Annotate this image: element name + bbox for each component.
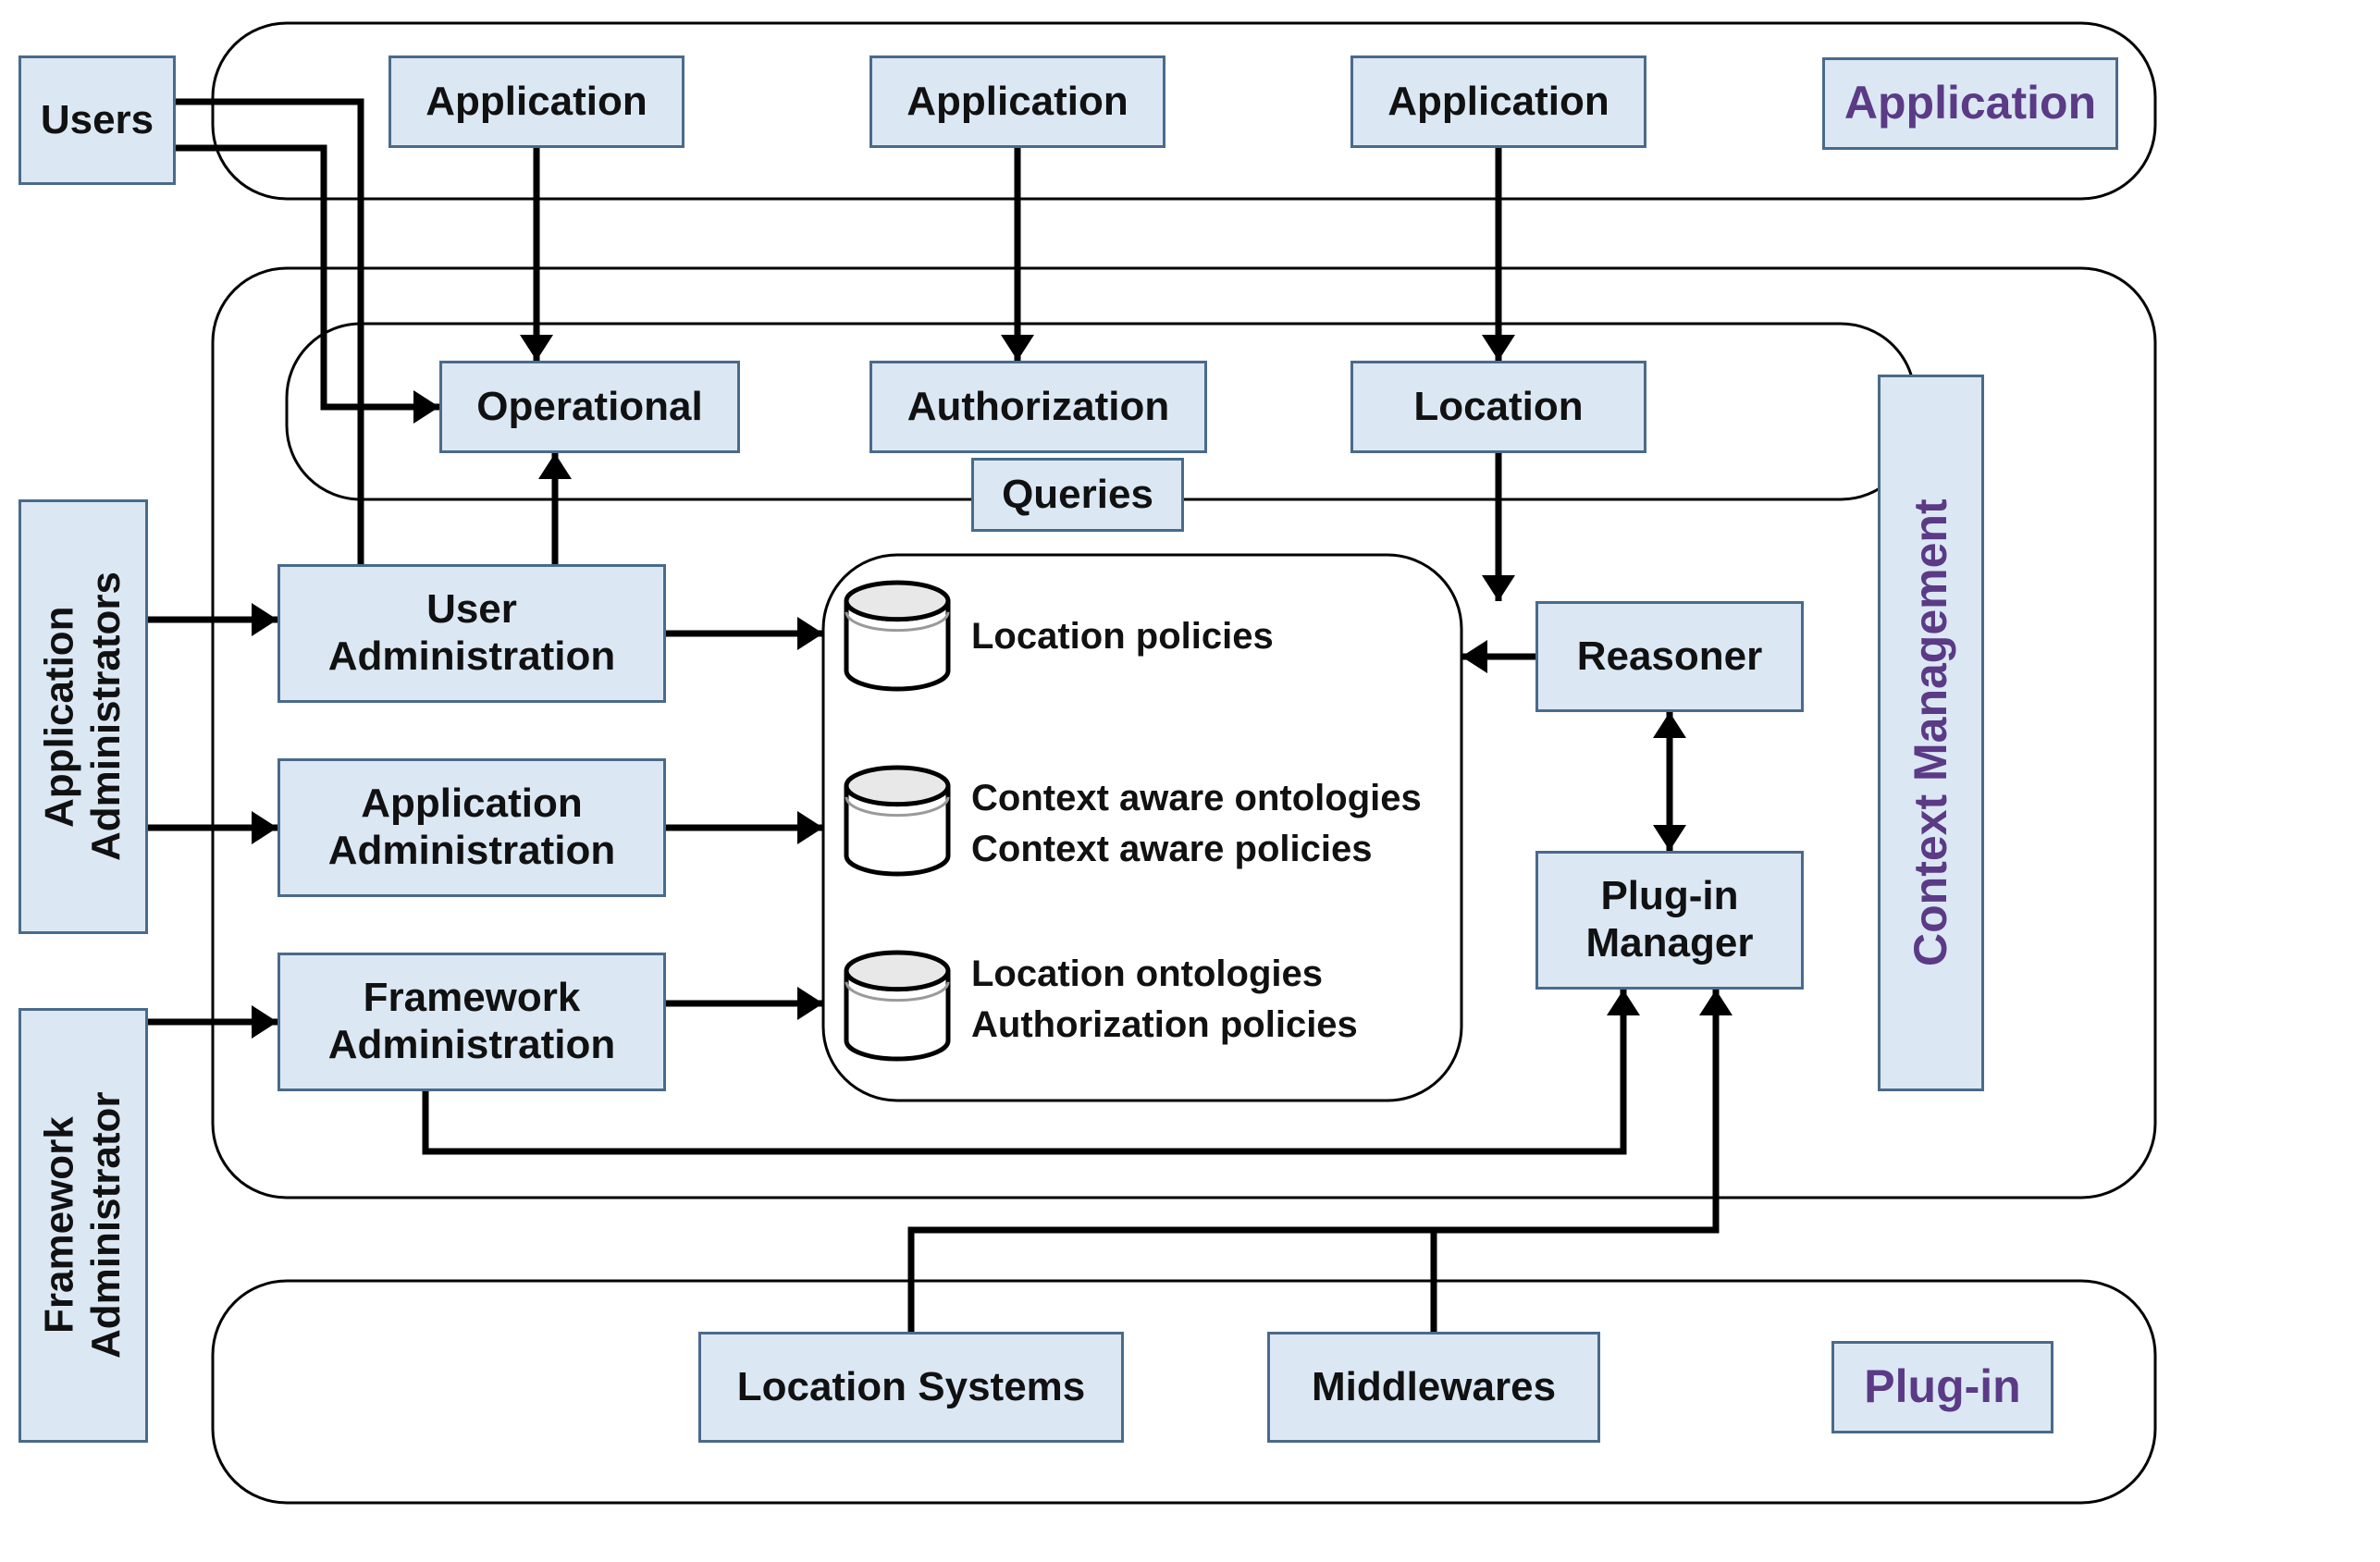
kb-label-kbl5: Authorization policies (971, 1003, 1358, 1046)
node-app_admin: Application Administration (277, 758, 666, 897)
kb-label-kbl1: Location policies (971, 615, 1274, 658)
node-app1: Application (388, 55, 684, 148)
node-authorization: Authorization (869, 361, 1207, 453)
node-label-operational: Operational (476, 384, 703, 431)
kb-label-kbl2: Context aware ontologies (971, 777, 1422, 819)
node-app2: Application (869, 55, 1165, 148)
node-label-reasoner: Reasoner (1577, 633, 1763, 681)
node-queries_lbl: Queries (971, 458, 1184, 532)
node-operational: Operational (439, 361, 740, 453)
node-loc_systems: Location Systems (698, 1332, 1124, 1443)
node-label-app3: Application (1387, 79, 1609, 126)
node-ctx_mgmt_v: Context Management (1878, 375, 1984, 1091)
node-plugin_mgr: Plug-in Manager (1535, 851, 1804, 990)
arrow-a_users_op (176, 148, 439, 407)
node-app3: Application (1350, 55, 1646, 148)
node-label-app1: Application (425, 79, 647, 126)
kb-label-kbl4: Location ontologies (971, 953, 1323, 995)
db-db3 (846, 953, 948, 1059)
node-layer_plugin_lbl: Plug-in (1831, 1341, 2053, 1433)
node-layer_app_lbl: Application (1822, 57, 2118, 150)
node-label-plugin_mgr: Plug-in Manager (1586, 873, 1754, 966)
node-users: Users (18, 55, 176, 185)
node-fw_admin: Framework Administration (277, 953, 666, 1091)
node-label-app_admin: Application Administration (328, 781, 615, 874)
architecture-diagram: Users Application Application Application Ap… (0, 0, 2380, 1562)
node-label-app_admins_v: Application Administrators (36, 515, 129, 918)
arrow-a_users_ua (176, 102, 361, 633)
kb-label-kbl3: Context aware policies (971, 828, 1372, 870)
node-label-fw_admin_v: Framework Administrator (36, 1024, 129, 1427)
node-label-middlewares: Middlewares (1312, 1364, 1556, 1411)
node-middlewares: Middlewares (1267, 1332, 1600, 1443)
node-label-users: Users (41, 97, 154, 144)
node-fw_admin_v: Framework Administrator (18, 1008, 148, 1443)
node-label-ctx_mgmt_v: Context Management (1905, 499, 1958, 967)
node-label-loc_systems: Location Systems (737, 1364, 1086, 1411)
node-location: Location (1350, 361, 1646, 453)
node-reasoner: Reasoner (1535, 601, 1804, 712)
db-db2 (846, 768, 948, 874)
node-label-location: Location (1413, 384, 1583, 431)
node-label-layer_plugin_lbl: Plug-in (1864, 1360, 2020, 1414)
node-label-layer_app_lbl: Application (1844, 77, 2096, 130)
node-user_admin: User Administration (277, 564, 666, 703)
db-db1 (846, 583, 948, 689)
node-label-queries_lbl: Queries (1002, 472, 1153, 519)
node-label-app2: Application (906, 79, 1128, 126)
node-label-authorization: Authorization (907, 384, 1170, 431)
node-app_admins_v: Application Administrators (18, 499, 148, 934)
node-label-user_admin: User Administration (328, 586, 615, 680)
node-label-fw_admin: Framework Administration (328, 975, 615, 1068)
